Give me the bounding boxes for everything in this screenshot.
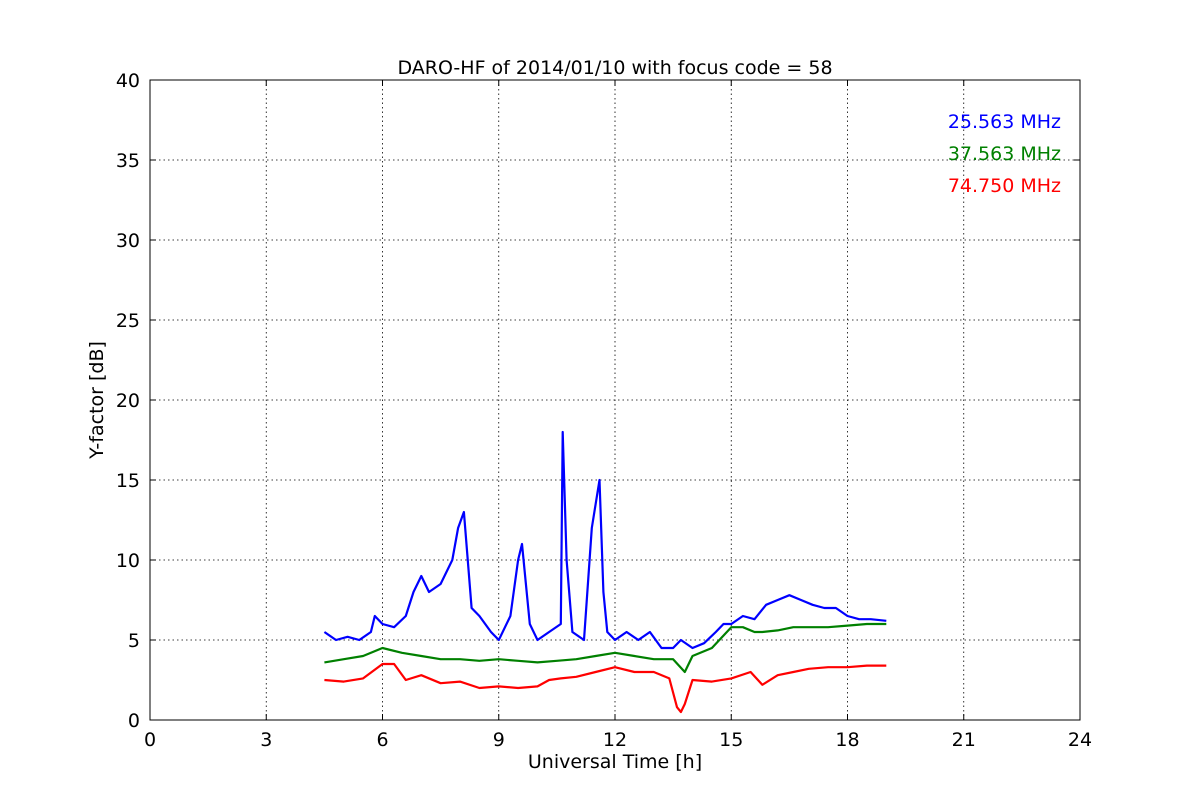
y-tick-label: 30	[116, 230, 140, 252]
y-tick-label: 35	[116, 150, 140, 172]
y-tick-label: 25	[116, 310, 140, 332]
legend-entry-3: 74.750 MHz	[948, 175, 1061, 197]
y-tick-label: 5	[128, 630, 140, 652]
legend-entry-1: 25.563 MHz	[948, 111, 1061, 133]
x-tick-label: 15	[719, 729, 743, 751]
x-tick-label: 18	[835, 729, 859, 751]
chart-title: DARO-HF of 2014/01/10 with focus code = …	[397, 57, 832, 79]
series-line-3	[324, 662, 887, 714]
y-tick-label: 0	[128, 710, 140, 732]
series-line-2	[324, 622, 887, 674]
x-tick-label: 9	[493, 729, 505, 751]
x-axis-label: Universal Time [h]	[528, 751, 702, 773]
y-tick-label: 15	[116, 470, 140, 492]
legend-entry-2: 37.563 MHz	[948, 143, 1061, 165]
x-tick-label: 24	[1068, 729, 1092, 751]
y-tick-label: 20	[116, 390, 140, 412]
plot-area	[323, 430, 887, 714]
x-tick-label: 6	[376, 729, 388, 751]
x-tick-label: 0	[144, 729, 156, 751]
y-axis: 0 5 10 15 20 25 30 35 40	[116, 70, 1080, 732]
grid	[150, 80, 1080, 720]
y-tick-label: 40	[116, 70, 140, 92]
x-axis: 0 3 6 9 12 15 18 21 24	[144, 80, 1092, 751]
legend: 25.563 MHz 37.563 MHz 74.750 MHz	[948, 111, 1061, 197]
y-axis-label: Y-factor [dB]	[86, 341, 108, 460]
x-tick-label: 21	[952, 729, 976, 751]
y-tick-label: 10	[116, 550, 140, 572]
series-line-1	[323, 430, 887, 650]
x-tick-label: 3	[260, 729, 272, 751]
x-tick-label: 12	[603, 729, 627, 751]
